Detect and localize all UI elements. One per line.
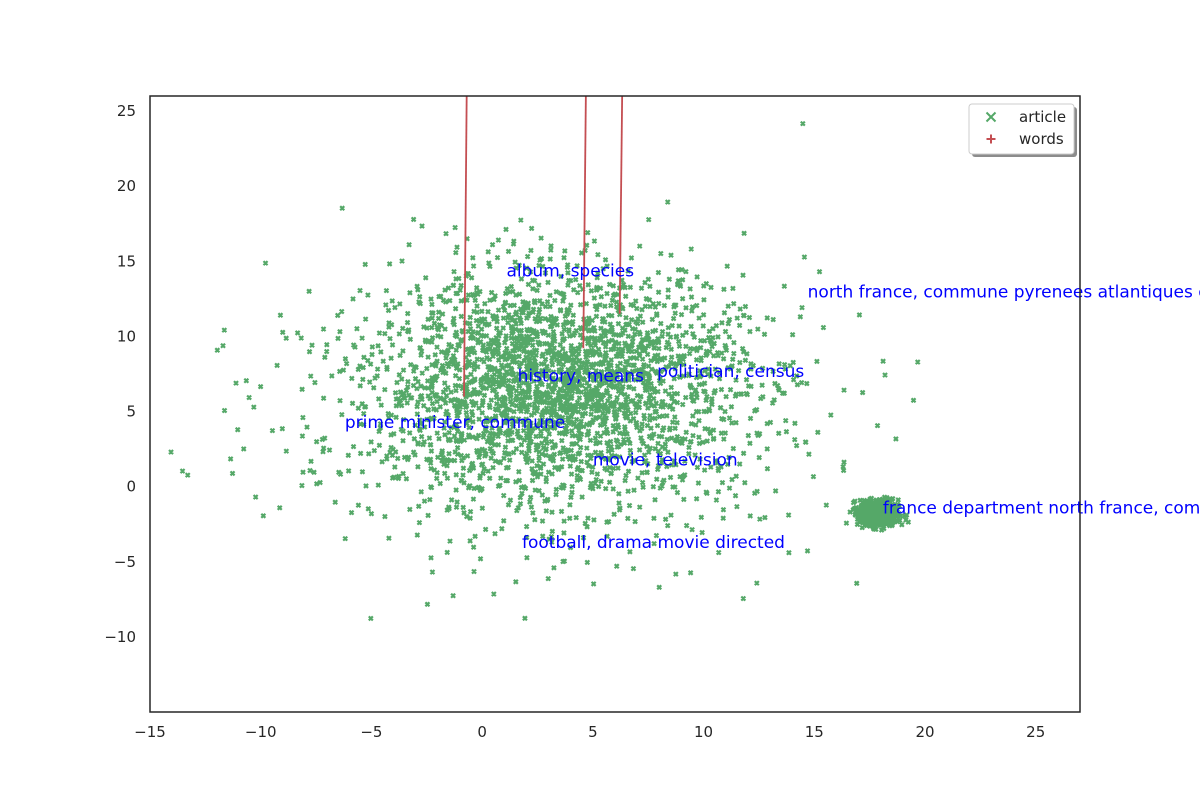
x-tick-label: 0 (477, 723, 487, 741)
y-axis-ticks: −10 −5 0 5 10 15 20 25 (104, 102, 136, 646)
plot-frame (149, 95, 1081, 713)
y-tick-label: −5 (114, 553, 136, 571)
point-cluster-article (843, 494, 912, 533)
legend: article words (968, 103, 1077, 157)
series-layer (168, 96, 921, 622)
annotation-layer: album, species north france, commune pyre… (345, 261, 1200, 553)
x-tick-label: 10 (694, 723, 713, 741)
cluster-annotation: politician, census (657, 362, 804, 382)
series-words (463, 96, 624, 397)
cluster-annotation: france department north france, comm (883, 499, 1200, 519)
y-tick-label: 20 (117, 177, 136, 195)
point-cluster-words (463, 96, 468, 397)
cluster-annotation: history, means (518, 366, 644, 386)
x-tick-label: −5 (360, 723, 382, 741)
x-tick-label: 20 (915, 723, 934, 741)
series-article (168, 120, 921, 622)
y-tick-label: 10 (117, 327, 136, 345)
legend-label-article: article (1019, 108, 1066, 126)
cluster-annotation: north france, commune pyrenees atlantiqu… (808, 282, 1200, 302)
legend-marker-article (985, 111, 997, 123)
x-axis-ticks: −15 −10 −5 0 5 10 15 20 25 (134, 723, 1045, 741)
x-tick-label: 25 (1026, 723, 1045, 741)
y-tick-label: −10 (104, 628, 136, 646)
x-tick-label: −15 (134, 723, 166, 741)
cluster-annotation: movie, television (593, 451, 738, 471)
y-tick-label: 25 (117, 102, 136, 120)
x-tick-label: −10 (245, 723, 277, 741)
x-tick-label: 15 (805, 723, 824, 741)
y-tick-label: 15 (117, 252, 136, 270)
legend-marker-words (986, 134, 996, 144)
point-cluster-words (618, 96, 624, 314)
cluster-annotation: album, species (507, 261, 635, 281)
legend-marker-article (985, 111, 997, 123)
legend-box (968, 103, 1075, 155)
point-cluster-article (168, 120, 921, 622)
y-tick-label: 0 (126, 478, 136, 496)
cluster-annotation: prime minister, commune (345, 413, 565, 433)
y-tick-label: 5 (126, 403, 136, 421)
legend-label-words: words (1019, 130, 1064, 148)
legend-marker-words (986, 134, 996, 144)
x-tick-label: 5 (588, 723, 598, 741)
cluster-annotation: football, drama movie directed (522, 533, 785, 553)
point-cluster-words (582, 96, 587, 349)
